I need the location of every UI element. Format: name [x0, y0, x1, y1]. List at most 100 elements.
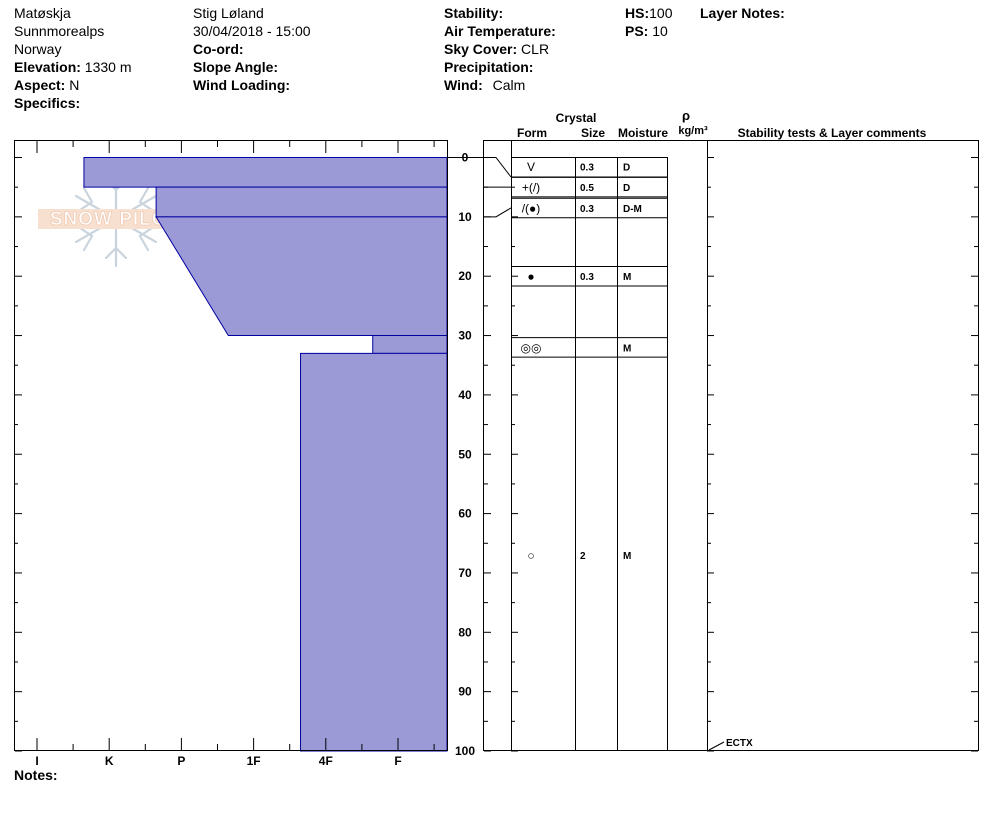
comments-header: Stability tests & Layer comments	[738, 126, 927, 140]
depth-label-0: 0	[462, 151, 469, 165]
hs-value: 100	[649, 5, 673, 21]
depth-label-10: 10	[458, 210, 472, 224]
elevation-label: Elevation:	[14, 59, 81, 75]
specifics-label: Specifics:	[14, 95, 81, 111]
density-unit-header: kg/m³	[678, 125, 708, 137]
stability-tests: ECTX	[708, 738, 753, 751]
hs-label: HS:	[625, 5, 650, 21]
air-temp-label: Air Temperature:	[444, 23, 556, 39]
sky-label: Sky Cover:	[444, 41, 518, 57]
aspect-row: Aspect: N	[14, 76, 79, 94]
hardness-label-1F: 1F	[247, 754, 261, 768]
depth-label-60: 60	[458, 507, 472, 521]
grain-size-0: 0.3	[580, 162, 594, 173]
hardness-layer-3	[372, 335, 448, 354]
country: Norway	[14, 41, 62, 57]
grain-form-1: +(/)	[522, 181, 540, 195]
precip-row: Precipitation:	[444, 58, 533, 76]
ps-label: PS:	[625, 23, 649, 39]
depth-label-80: 80	[458, 625, 472, 639]
layer-notes-label: Layer Notes:	[700, 5, 785, 21]
depth-label-20: 20	[458, 269, 472, 283]
moisture-4: M	[623, 343, 631, 354]
grain-form-3: ●	[527, 270, 534, 284]
watermark-text: SNOW PILOT	[50, 209, 180, 230]
location: Matøskja	[14, 5, 71, 21]
wind-label: Wind:	[444, 77, 483, 93]
moisture-2: D-M	[623, 204, 642, 215]
sky-row: Sky Cover: CLR	[444, 40, 549, 58]
snowpilot-watermark: SNOW PILOT	[38, 170, 192, 268]
depth-label-90: 90	[458, 685, 472, 699]
coord-label: Co-ord:	[193, 41, 244, 57]
hardness-label-F: F	[394, 754, 401, 768]
crystal-header: Crystal	[556, 111, 597, 125]
stability-test-label-0: ECTX	[726, 738, 753, 749]
moisture-0: D	[623, 162, 630, 173]
slope-label: Slope Angle:	[193, 59, 279, 75]
hardness-frame	[14, 140, 448, 751]
depth-label-100: 100	[455, 744, 475, 758]
precip-label: Precipitation:	[444, 59, 534, 75]
aspect-value: N	[69, 77, 80, 93]
specifics-row: Specifics:	[14, 94, 80, 112]
aspect-label: Aspect:	[14, 77, 66, 93]
grain-size-1: 0.5	[580, 183, 594, 194]
layer-table-rows: V 0.3 D +(/) 0.5 D /(●) 0.3 D-M ● 0.3 M ◎◎ M ○ 2 M	[484, 157, 668, 563]
hardness-label-K: K	[105, 754, 114, 768]
observer: Stig Løland	[193, 5, 264, 21]
grain-size-5: 2	[580, 551, 586, 562]
layer-notes-row: Layer Notes:	[700, 4, 785, 22]
grain-size-2: 0.3	[580, 204, 594, 215]
grain-form-0: V	[527, 160, 535, 174]
density-symbol-header: ρ	[682, 108, 690, 123]
stability-label: Stability:	[444, 5, 504, 21]
hardness-label-4F: 4F	[319, 754, 333, 768]
moisture-1: D	[623, 183, 630, 194]
depth-axis: 0 10 20 30 40 50 60 70 80 90 100	[447, 151, 978, 758]
moisture-5: M	[623, 551, 631, 562]
stability-row: Stability:	[444, 4, 503, 22]
depth-label-50: 50	[458, 447, 472, 461]
slope-row: Slope Angle:	[193, 58, 278, 76]
hardness-ticks	[15, 141, 435, 752]
hs-row: HS:100	[625, 4, 672, 22]
depth-label-30: 30	[458, 329, 472, 343]
layer-connector-0	[484, 157, 512, 178]
wind-value: Calm	[492, 77, 526, 93]
grain-form-5: ○	[527, 549, 534, 563]
elevation-row: Elevation: 1330 m	[14, 58, 132, 76]
hardness-layer-4	[300, 352, 448, 752]
sky-value: CLR	[521, 41, 550, 57]
depth-label-40: 40	[458, 388, 472, 402]
form-header: Form	[517, 126, 547, 140]
stability-test-pointer-0	[708, 741, 725, 751]
ps-value: 10	[652, 23, 668, 39]
elevation-value: 1330 m	[84, 59, 132, 75]
notes-row: Notes:	[14, 766, 58, 784]
hardness-layer-0	[83, 157, 448, 188]
wind-row: Wind: Calm	[444, 76, 525, 94]
grain-form-2: /(●)	[522, 201, 541, 215]
ps-row: PS: 10	[625, 22, 668, 40]
hardness-layer-2	[155, 216, 448, 337]
coord-row: Co-ord:	[193, 40, 244, 58]
moisture-3: M	[623, 272, 631, 283]
notes-label: Notes:	[14, 767, 58, 783]
hardness-axis: I K P 1F 4F F	[35, 754, 401, 768]
hardness-label-I: I	[35, 754, 38, 768]
hardness-layer-1	[155, 186, 448, 218]
layer-table-frame	[483, 140, 979, 751]
moisture-header: Moisture	[618, 126, 668, 140]
size-header: Size	[581, 126, 605, 140]
depth-label-70: 70	[458, 566, 472, 580]
watermark-band	[38, 209, 192, 229]
wind-loading-label: Wind Loading:	[193, 77, 291, 93]
hardness-label-P: P	[177, 754, 185, 768]
layer-connector-2	[484, 207, 512, 218]
grain-form-4: ◎◎	[521, 341, 542, 355]
region: Sunnmorealps	[14, 23, 105, 39]
grain-size-3: 0.3	[580, 272, 594, 283]
wind-loading-row: Wind Loading:	[193, 76, 290, 94]
